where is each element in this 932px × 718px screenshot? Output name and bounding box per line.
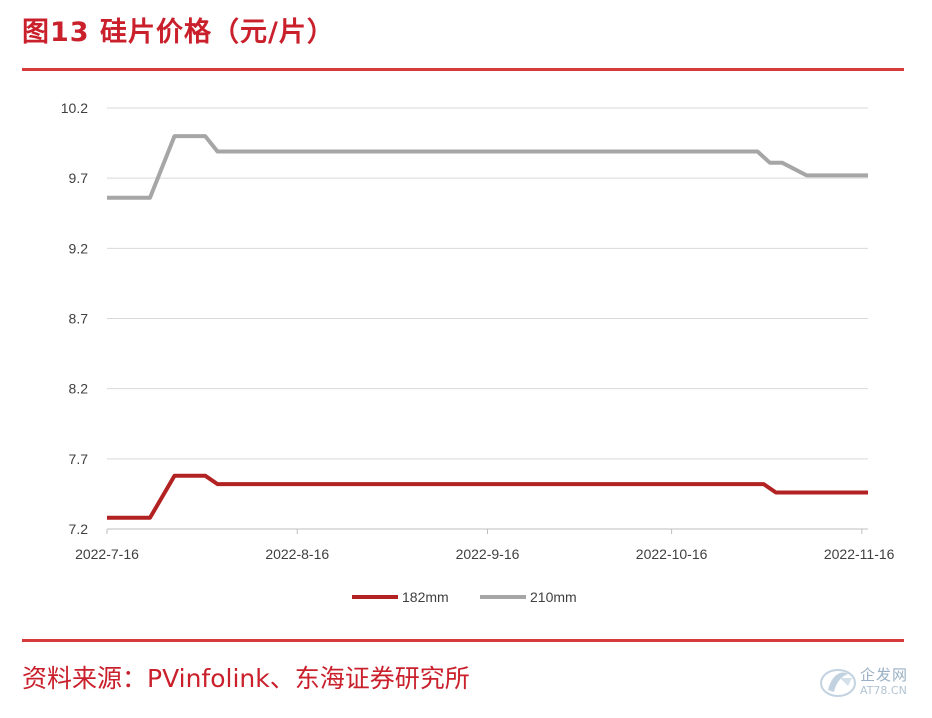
chart: 10.2 9.7 9.2 8.7 8.2 7.7 7.2 2022-7-16 2022-8-1…: [61, 100, 895, 605]
legend: 182mm 210mm: [352, 589, 577, 605]
y-tick-label: 9.7: [69, 170, 89, 186]
y-tick-label: 7.2: [69, 521, 89, 537]
series-line-210mm: [107, 134, 868, 200]
y-tick-label: 10.2: [61, 100, 88, 116]
watermark-name: 企发网: [860, 666, 909, 684]
legend-label-182mm: 182mm: [402, 589, 449, 605]
watermark-url: AT78.CN: [860, 684, 907, 697]
x-tick-label: 2022-10-16: [636, 546, 708, 562]
watermark-logo-icon: [820, 669, 856, 697]
series-line-182mm: [107, 473, 868, 520]
title-divider: [22, 68, 904, 71]
watermark: 企发网 AT78.CN: [818, 662, 922, 702]
y-axis: 10.2 9.7 9.2 8.7 8.2 7.7 7.2: [61, 100, 88, 537]
x-tick-label: 2022-7-16: [75, 546, 139, 562]
y-tick-label: 8.7: [69, 311, 89, 327]
footer-divider: [22, 639, 904, 642]
x-tick-label: 2022-9-16: [456, 546, 520, 562]
x-tick-label: 2022-8-16: [265, 546, 329, 562]
page-title: 图13 硅片价格（元/片）: [22, 17, 335, 48]
series: [107, 134, 868, 520]
x-axis: 2022-7-16 2022-8-16 2022-9-16 2022-10-16 202…: [75, 528, 895, 562]
grid: [107, 107, 868, 530]
legend-label-210mm: 210mm: [530, 589, 577, 605]
y-tick-label: 8.2: [69, 381, 89, 397]
x-tick-label: 2022-11-16: [824, 546, 895, 562]
source-note: 资料来源：PVinfolink、东海证券研究所: [22, 664, 470, 693]
y-tick-label: 7.7: [69, 451, 89, 467]
y-tick-label: 9.2: [69, 240, 89, 256]
